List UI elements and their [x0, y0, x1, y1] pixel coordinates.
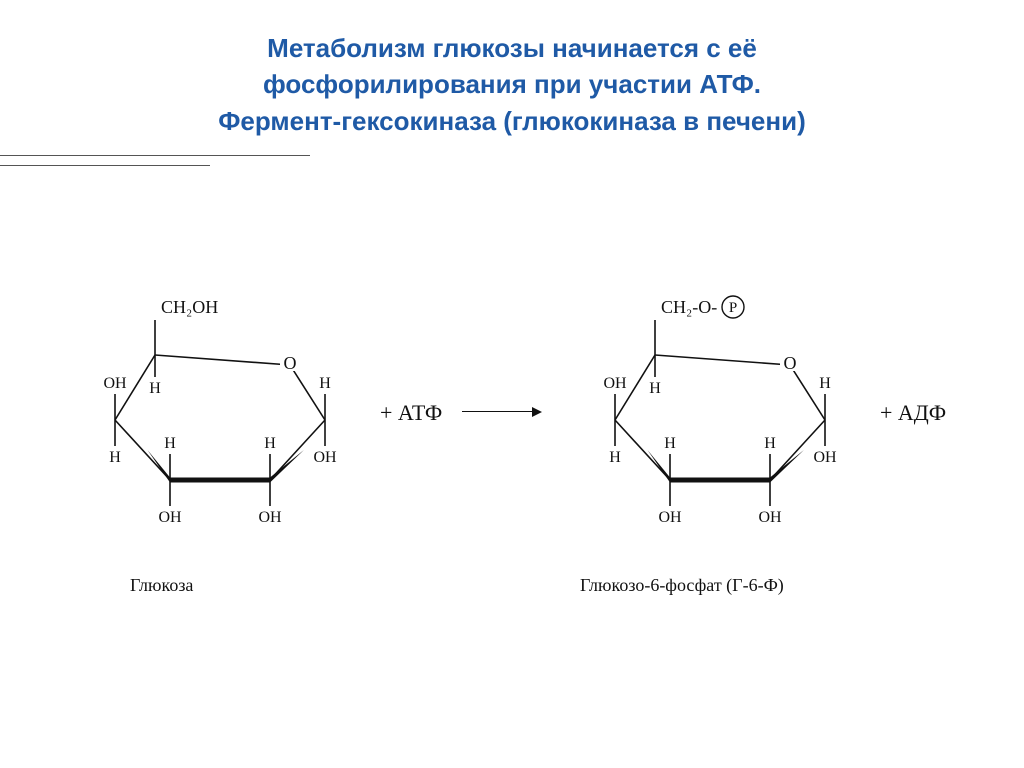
plus-atp-text: + АТФ	[380, 400, 442, 426]
svg-text:OH: OH	[313, 449, 337, 466]
svg-text:H: H	[319, 375, 331, 392]
g6p-label: Глюкозо-6-фосфат (Г-6-Ф)	[580, 575, 784, 596]
svg-text:H: H	[109, 449, 121, 466]
svg-text:OH: OH	[758, 509, 782, 526]
svg-text:H: H	[664, 435, 676, 452]
reaction-arrow-head	[532, 407, 542, 417]
g6p-structure: O CH₂-O- P H OH H OH H OH OH H H	[560, 265, 860, 535]
reaction-diagram: O CH₂OH H OH H OH H OH OH H H Глюкоза + АТФ O CH₂-O…	[0, 175, 1024, 715]
svg-text:O: O	[784, 353, 797, 373]
svg-text:P: P	[729, 300, 737, 316]
svg-text:H: H	[164, 435, 176, 452]
rule-bottom	[0, 165, 210, 166]
g6p-molecule: O CH₂-O- P H OH H OH H OH OH H H	[560, 265, 860, 535]
glucose-label: Глюкоза	[130, 575, 193, 596]
glucose-structure: O CH₂OH H OH H OH H OH OH H H	[60, 265, 360, 535]
title-underline	[0, 155, 1024, 175]
page-title: Метаболизм глюкозы начинается с её фосфо…	[0, 0, 1024, 149]
rule-top	[0, 155, 310, 156]
svg-text:H: H	[764, 435, 776, 452]
title-line-3: Фермент-гексокиназа (глюкокиназа в печен…	[0, 103, 1024, 139]
plus-adp-text: + АДФ	[880, 400, 946, 426]
svg-text:H: H	[264, 435, 276, 452]
svg-text:OH: OH	[603, 375, 627, 392]
title-line-2: фосфорилирования при участии АТФ.	[0, 66, 1024, 102]
svg-text:OH: OH	[258, 509, 282, 526]
reaction-arrow	[462, 411, 532, 412]
svg-text:H: H	[649, 380, 661, 397]
svg-text:OH: OH	[658, 509, 682, 526]
svg-text:CH₂OH: CH₂OH	[161, 297, 218, 317]
svg-text:H: H	[609, 449, 621, 466]
svg-text:OH: OH	[103, 375, 127, 392]
svg-text:OH: OH	[813, 449, 837, 466]
svg-text:CH₂-O-: CH₂-O-	[661, 297, 717, 317]
svg-text:O: O	[284, 353, 297, 373]
svg-text:OH: OH	[158, 509, 182, 526]
title-line-1: Метаболизм глюкозы начинается с её	[0, 30, 1024, 66]
svg-text:H: H	[819, 375, 831, 392]
glucose-molecule: O CH₂OH H OH H OH H OH OH H H	[60, 265, 360, 535]
svg-text:H: H	[149, 380, 161, 397]
